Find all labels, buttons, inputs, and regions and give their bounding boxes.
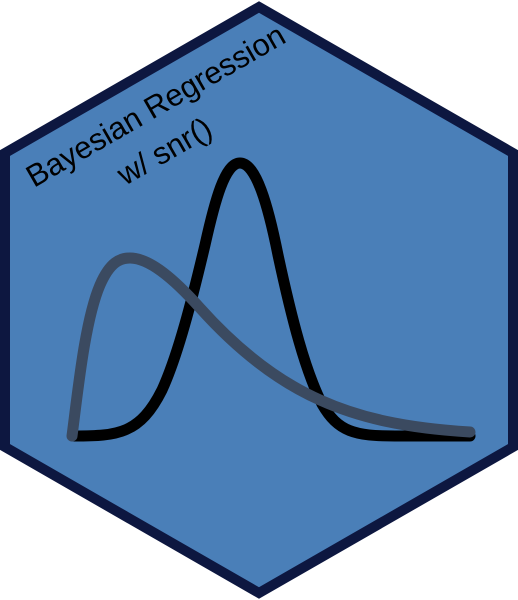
wide-density-curve xyxy=(66,252,476,442)
